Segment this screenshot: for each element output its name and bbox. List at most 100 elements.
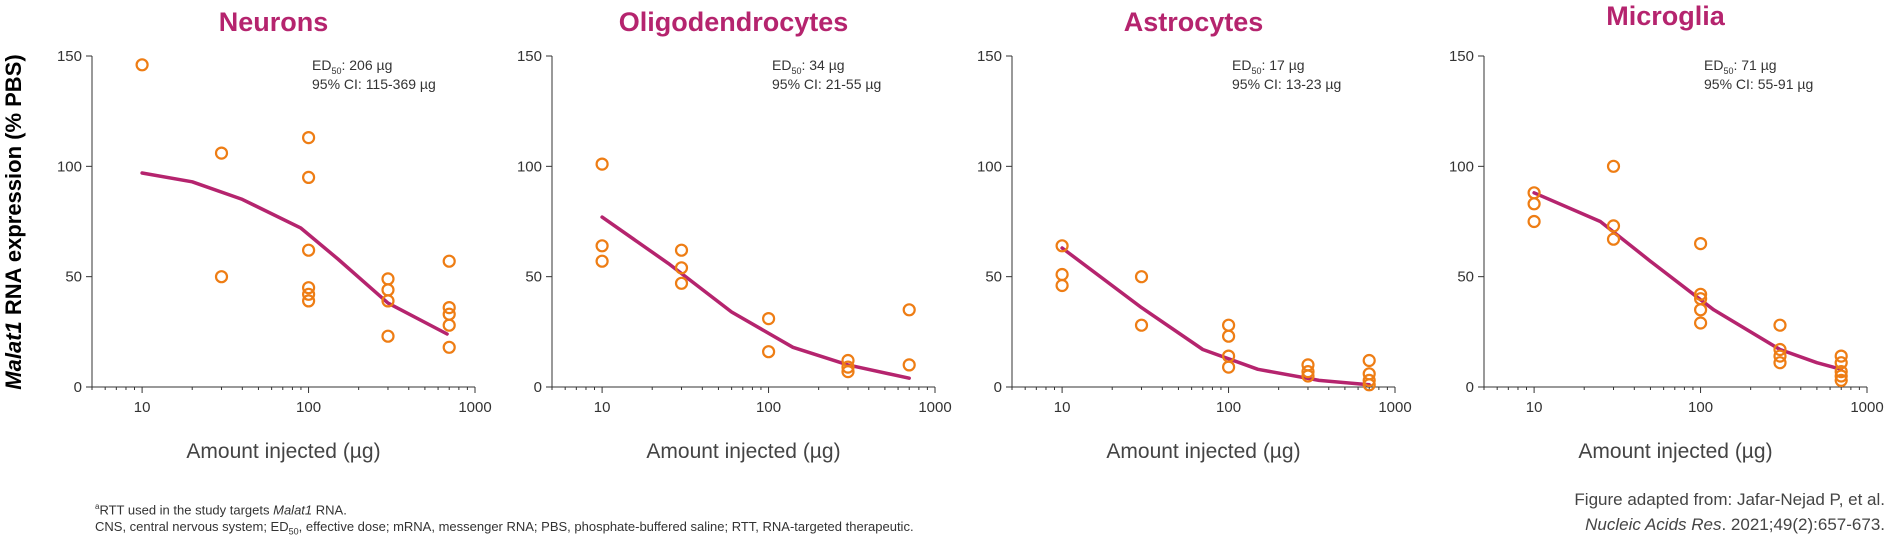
y-tick-label: 100 bbox=[977, 158, 1002, 175]
data-point bbox=[442, 307, 456, 321]
x-tick-label: 1000 bbox=[1378, 399, 1411, 416]
data-point bbox=[1834, 365, 1848, 379]
panel-microglia: Microglia 0 50 100 150 10 100 1000 Amount inject… bbox=[1449, 1, 1884, 463]
data-point bbox=[1221, 360, 1236, 374]
ed50-value: : 206 µg bbox=[341, 57, 392, 73]
y-tick-label: 150 bbox=[1449, 48, 1474, 65]
data-point bbox=[1693, 237, 1708, 251]
data-point bbox=[1221, 329, 1236, 343]
data-point bbox=[1834, 369, 1848, 383]
data-point bbox=[302, 243, 316, 257]
fit-curve bbox=[140, 171, 449, 336]
footnote-line-2-text: CNS, central nervous system; ED bbox=[95, 519, 289, 534]
panel-title: Microglia bbox=[1606, 1, 1726, 31]
ed50-subscript: 50 bbox=[1723, 66, 1733, 76]
x-tick-label: 1000 bbox=[918, 399, 951, 416]
y-axis-label-rest: RNA expression (% PBS) bbox=[1, 54, 26, 321]
ed50-label: ED bbox=[772, 57, 791, 73]
ed50-annotation: ED50: 206 µg bbox=[312, 57, 392, 76]
data-point bbox=[381, 329, 395, 343]
data-point bbox=[595, 254, 609, 268]
data-point bbox=[1834, 356, 1848, 370]
y-tick-label: 0 bbox=[994, 379, 1002, 396]
data-point bbox=[1834, 373, 1848, 387]
citation-line-1: Figure adapted from: Jafar-Nejad P, et a… bbox=[1574, 490, 1885, 509]
data-point bbox=[135, 58, 149, 72]
data-point bbox=[1134, 270, 1149, 284]
data-point bbox=[214, 270, 229, 284]
footnote-line-1: aRTT used in the study targets Malat1 RN… bbox=[95, 502, 347, 517]
data-point bbox=[1834, 349, 1848, 363]
fit-curve bbox=[1060, 246, 1371, 387]
data-point bbox=[1693, 287, 1708, 301]
y-tick-label: 0 bbox=[1466, 379, 1474, 396]
data-point bbox=[1055, 267, 1069, 282]
data-point bbox=[302, 281, 316, 295]
footnote-line-1-end: RNA. bbox=[312, 502, 347, 518]
panel-oligodendrocytes: Oligodendrocytes 0 50 100 150 10 100 1000 Amount… bbox=[517, 7, 952, 463]
data-point bbox=[1134, 318, 1149, 332]
data-point bbox=[1773, 318, 1787, 332]
data-point bbox=[302, 294, 316, 308]
data-point bbox=[595, 239, 609, 253]
ed50-value: : 17 µg bbox=[1261, 57, 1304, 73]
data-point bbox=[841, 365, 855, 379]
data-point bbox=[1606, 219, 1621, 233]
ed50-label: ED bbox=[1704, 57, 1723, 73]
data-point bbox=[381, 272, 395, 286]
y-tick-label: 150 bbox=[517, 48, 542, 65]
panel-title: Neurons bbox=[219, 7, 329, 37]
data-point bbox=[302, 287, 316, 301]
data-point bbox=[1606, 159, 1621, 173]
y-axis-label-italic: Malat1 bbox=[1, 321, 26, 389]
data-point bbox=[902, 358, 916, 372]
data-point bbox=[841, 360, 855, 374]
data-point bbox=[1362, 353, 1376, 368]
data-point bbox=[1773, 342, 1787, 357]
data-point bbox=[1693, 316, 1708, 330]
ed50-label: ED bbox=[1232, 57, 1251, 73]
citation-line-2: Nucleic Acids Res. 2021;49(2):657-673. bbox=[1585, 515, 1885, 535]
x-tick-label: 10 bbox=[1526, 399, 1543, 416]
y-tick-label: 50 bbox=[985, 269, 1002, 286]
data-point bbox=[442, 340, 456, 354]
data-point bbox=[302, 170, 316, 184]
x-tick-label: 10 bbox=[134, 399, 151, 416]
panel-title: Oligodendrocytes bbox=[619, 7, 849, 37]
data-point bbox=[442, 254, 456, 268]
ed50-value: : 71 µg bbox=[1733, 57, 1776, 73]
data-point bbox=[442, 301, 456, 315]
ed50-value: : 34 µg bbox=[801, 57, 844, 73]
data-point bbox=[381, 283, 395, 297]
y-tick-label: 0 bbox=[534, 379, 542, 396]
data-point bbox=[1221, 318, 1236, 332]
data-point bbox=[442, 318, 456, 332]
data-point bbox=[381, 294, 395, 308]
ed50-subscript: 50 bbox=[1251, 66, 1261, 76]
x-tick-label: 1000 bbox=[458, 399, 491, 416]
data-point bbox=[1301, 369, 1315, 383]
citation-journal: Nucleic Acids Res bbox=[1585, 515, 1722, 534]
x-axis-label: Amount injected (µg) bbox=[186, 440, 380, 463]
footnote-line-1-italic: Malat1 bbox=[273, 502, 313, 518]
data-point bbox=[674, 276, 689, 290]
ed50-annotation: ED50: 34 µg bbox=[772, 57, 845, 76]
x-tick-label: 10 bbox=[594, 399, 611, 416]
ed50-annotation: ED50: 17 µg bbox=[1232, 57, 1305, 76]
data-point bbox=[1055, 239, 1069, 253]
citation-details: . 2021;49(2):657-673. bbox=[1721, 515, 1885, 534]
fit-curve bbox=[1532, 191, 1843, 372]
data-point bbox=[1362, 378, 1376, 392]
ed50-subscript: 50 bbox=[331, 66, 341, 76]
panel-astrocytes: Astrocytes 0 50 100 150 10 100 1000 Amount injec… bbox=[977, 7, 1412, 463]
ed50-annotation: ED50: 71 µg bbox=[1704, 57, 1777, 76]
footnote-line-2-sub: 50 bbox=[288, 526, 299, 537]
x-tick-label: 1000 bbox=[1850, 399, 1883, 416]
x-axis-label: Amount injected (µg) bbox=[1106, 440, 1300, 463]
ci-annotation: 95% CI: 55-91 µg bbox=[1704, 76, 1813, 92]
x-tick-label: 10 bbox=[1054, 399, 1071, 416]
y-tick-label: 50 bbox=[525, 269, 542, 286]
data-point bbox=[302, 131, 316, 145]
ed50-label: ED bbox=[312, 57, 331, 73]
y-tick-label: 50 bbox=[1457, 269, 1474, 286]
